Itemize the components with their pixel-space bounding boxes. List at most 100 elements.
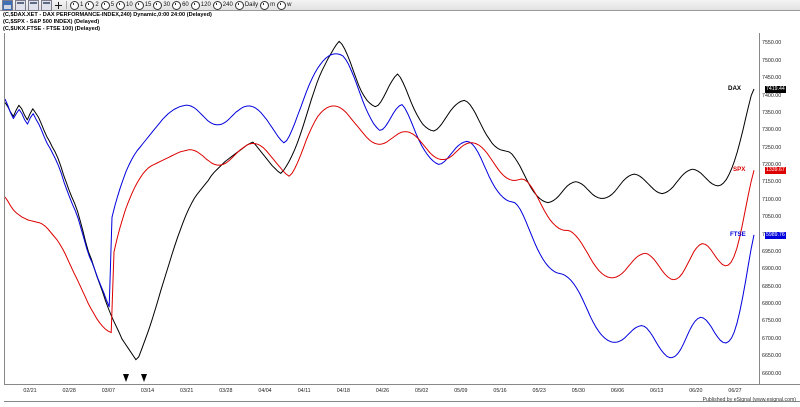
interval-button-weekly[interactable]: w	[277, 0, 292, 10]
chart-bottom-border	[4, 401, 800, 402]
x-axis-tick: 05/23	[532, 388, 546, 394]
chart-plot-area[interactable]: © eSignal, 2011	[4, 33, 760, 384]
y-axis-tick: 6600.00	[762, 370, 782, 377]
clock-icon	[260, 0, 270, 10]
series-line-dax	[5, 40, 755, 361]
x-axis-tick: 05/09	[454, 388, 468, 394]
interval-label: 15	[144, 1, 152, 8]
x-axis-tick: 02/28	[62, 388, 76, 394]
clock-icon	[116, 0, 126, 10]
y-axis-tick: 7300.00	[762, 127, 782, 134]
interval-button-120[interactable]: 120	[190, 0, 211, 10]
series-line-spx	[5, 105, 755, 334]
interval-button-2[interactable]: 2	[85, 0, 99, 10]
y-axis-tick: 6750.00	[762, 318, 782, 325]
x-axis-tick: 03/21	[180, 388, 194, 394]
y-axis-tick: 7250.00	[762, 144, 782, 151]
y-axis-tick: 6850.00	[762, 283, 782, 290]
x-axis-tick: 06/20	[689, 388, 703, 394]
x-axis-tick: 06/06	[610, 388, 625, 394]
chart-window-icon[interactable]	[2, 0, 13, 11]
x-axis-tick: 02/21	[23, 388, 37, 394]
y-axis-tick: 7400.00	[762, 92, 782, 99]
toolbar-divider	[66, 1, 67, 9]
y-axis-tick: 7050.00	[762, 214, 782, 221]
interval-label: 2	[95, 1, 99, 8]
price-tag-spx: 1339.67	[765, 167, 786, 175]
interval-label: 1	[80, 1, 84, 8]
copy-icon[interactable]	[28, 0, 39, 11]
clock-icon	[172, 0, 182, 10]
symbol-title-block: (C,$DAX.XET - DAX PERFORMANCE-INDEX,240)…	[3, 12, 212, 32]
interval-label: 10	[126, 1, 133, 8]
title-dax[interactable]: (C,$DAX.XET - DAX PERFORMANCE-INDEX,240)…	[3, 12, 212, 18]
interval-button-monthly[interactable]: m	[260, 0, 276, 10]
price-series-canvas	[5, 40, 755, 361]
x-axis-tick: 06/13	[650, 388, 664, 394]
y-axis-tick: 7350.00	[762, 109, 782, 116]
interval-button-240[interactable]: 240	[212, 0, 233, 10]
clock-icon	[70, 0, 79, 10]
series-label-dax: DAX	[728, 84, 742, 92]
clock-icon	[212, 0, 222, 10]
x-axis-tick: 05/30	[571, 388, 585, 394]
title-spx[interactable]: (C,$SPX - S&P 500 INDEX) (Delayed)	[3, 18, 100, 25]
interval-button-1[interactable]: 1	[70, 0, 84, 10]
x-axis-tick: 04/04	[258, 388, 272, 394]
y-axis-tick: 6800.00	[762, 301, 782, 308]
clock-icon	[134, 0, 144, 10]
series-label-spx: SPX	[733, 166, 746, 174]
x-axis-tick: 06/27	[728, 388, 742, 394]
x-axis-tick: 03/14	[140, 388, 155, 394]
interval-button-10[interactable]: 10	[116, 0, 133, 10]
clock-icon	[234, 0, 244, 10]
clock-icon	[277, 0, 287, 10]
interval-label: 120	[200, 1, 211, 8]
publisher-credit: Published by eSignal (www.esignal.com)	[702, 397, 796, 403]
x-axis-tick: 05/16	[493, 388, 507, 394]
y-axis-tick: 7150.00	[762, 179, 782, 186]
date-axis[interactable]: 02/21 02/28 03/07 03/14 03/21 03/28 04/04 04/11…	[4, 384, 800, 402]
interval-label: w	[287, 1, 292, 8]
clock-icon	[153, 0, 163, 10]
y-axis-tick: 6900.00	[762, 266, 782, 273]
clock-icon	[100, 0, 110, 10]
y-axis-tick: 7550.00	[762, 40, 782, 47]
y-axis-tick: 6950.00	[762, 248, 782, 255]
interval-button-daily[interactable]: Daily	[234, 0, 259, 10]
price-tag-ftse: 5989.76	[765, 231, 786, 239]
price-tag-dax: 7419.44	[765, 85, 786, 93]
interval-label: 240	[222, 1, 233, 8]
properties-icon[interactable]	[41, 0, 52, 11]
y-axis-tick: 6650.00	[762, 353, 782, 360]
grid-icon[interactable]	[15, 0, 26, 11]
interval-button-60[interactable]: 60	[172, 0, 189, 10]
y-axis-tick: 7100.00	[762, 196, 782, 203]
chart-cursor-marker[interactable]	[123, 374, 129, 382]
x-axis-tick: 04/18	[336, 388, 350, 394]
interval-label: 60	[182, 1, 189, 8]
interval-label: 30	[163, 1, 171, 8]
x-axis-tick: 04/11	[297, 388, 311, 394]
interval-label: m	[270, 1, 276, 8]
interval-button-15[interactable]: 15	[134, 0, 152, 10]
interval-button-30[interactable]: 30	[153, 0, 171, 10]
series-line-ftse	[5, 53, 755, 359]
interval-button-5[interactable]: 5	[100, 0, 114, 10]
title-ftse[interactable]: (C,$UKX.FTSE - FTSE 100) (Delayed)	[3, 25, 100, 32]
clock-icon	[190, 0, 200, 10]
y-axis-tick: 6700.00	[762, 335, 782, 342]
y-axis-tick: 7450.00	[762, 75, 782, 82]
chart-cursor-marker-secondary[interactable]	[141, 374, 147, 382]
x-axis-tick: 03/07	[101, 388, 115, 394]
interval-label: Daily	[244, 1, 259, 8]
series-label-ftse: FTSE	[730, 230, 746, 238]
add-icon[interactable]	[54, 1, 63, 10]
x-axis-tick: 05/02	[415, 388, 429, 394]
x-axis-tick: 03/28	[219, 388, 233, 394]
toolbar: 1 2 5 10 15 30 60 120	[0, 0, 800, 11]
y-axis-tick: 7200.00	[762, 162, 782, 169]
x-axis-tick: 04/26	[375, 388, 390, 394]
y-axis-tick: 7500.00	[762, 57, 782, 64]
